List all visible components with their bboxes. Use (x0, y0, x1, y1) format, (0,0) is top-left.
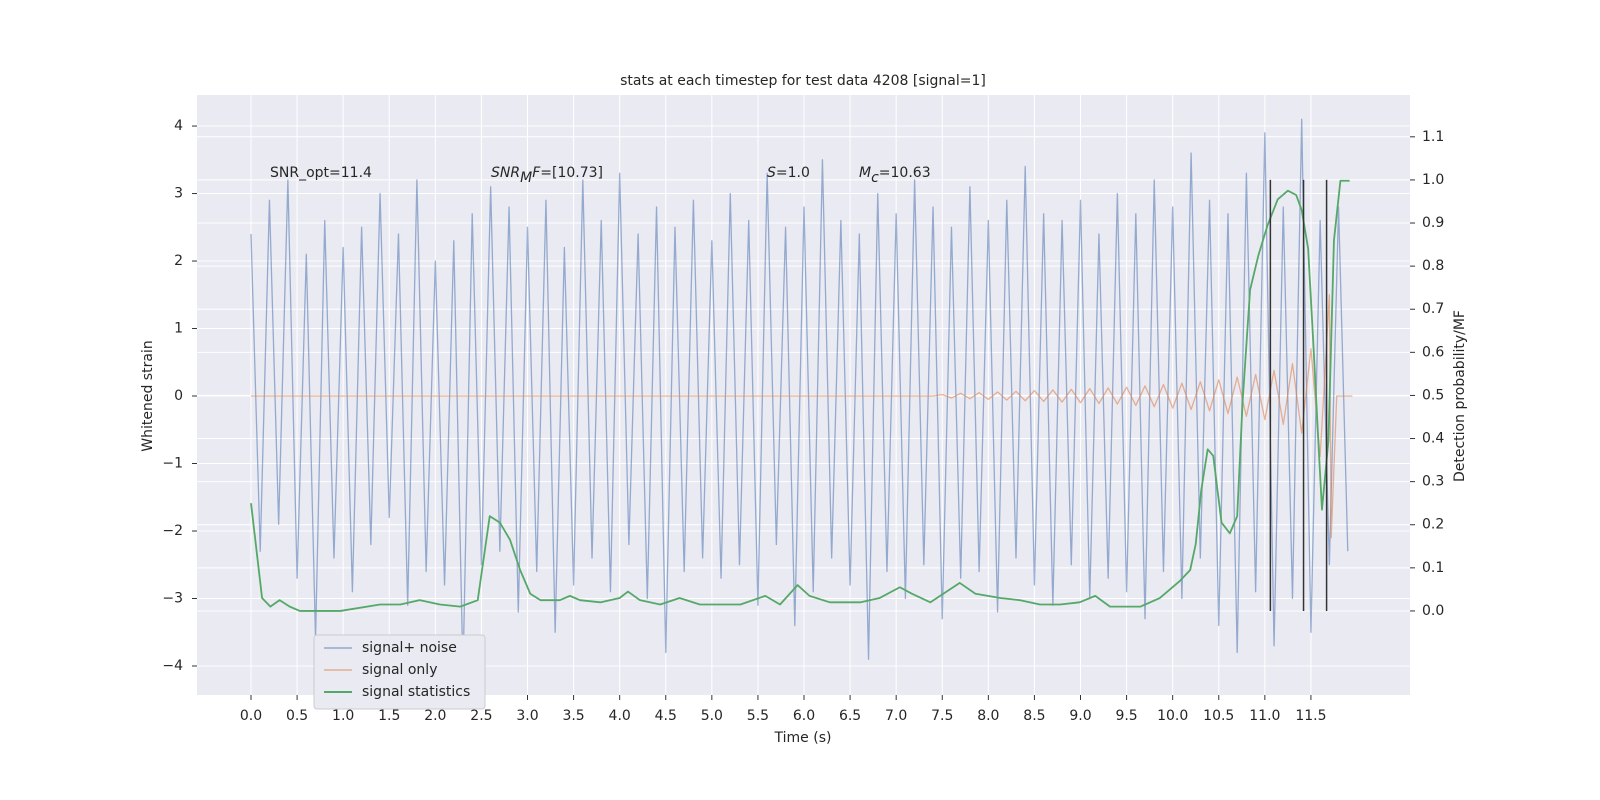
y-tick-label: −4 (162, 658, 183, 674)
legend-label: signal+ noise (362, 640, 457, 656)
y2-tick-label: 0.1 (1422, 560, 1444, 576)
annotation-part: =[10.73] (540, 165, 603, 181)
x-tick-label: 0.5 (286, 708, 308, 724)
x-tick-label: 7.5 (931, 708, 953, 724)
y2-tick-label: 0.4 (1422, 431, 1444, 447)
x-tick-label: 1.5 (378, 708, 400, 724)
annotation-part: F (532, 165, 541, 181)
x-tick-label: 4.0 (609, 708, 631, 724)
legend-label: signal only (362, 662, 437, 678)
series-line (251, 294, 1353, 539)
y-axis-label: Whitened strain (140, 340, 156, 451)
x-tick-label: 10.5 (1203, 708, 1234, 724)
x-tick-label: 10.0 (1157, 708, 1188, 724)
x-tick-label: 0.0 (240, 708, 262, 724)
x-tick-label: 7.0 (885, 708, 907, 724)
annotation: Mc=10.63 (859, 165, 931, 186)
annotation-part: M (520, 170, 532, 186)
y-tick-label: −3 (162, 590, 183, 606)
y2-tick-label: 0.3 (1422, 474, 1444, 490)
x-tick-label: 6.0 (793, 708, 815, 724)
x-tick-label: 1.0 (332, 708, 354, 724)
x-tick-label: 3.0 (516, 708, 538, 724)
annotation-part: M (859, 165, 871, 181)
x-tick-label: 6.5 (839, 708, 861, 724)
x-tick-label: 2.5 (470, 708, 492, 724)
x-tick-label: 3.5 (562, 708, 584, 724)
x-tick-label: 9.0 (1069, 708, 1091, 724)
annotation-part: c (871, 170, 879, 186)
x-tick-label: 11.0 (1249, 708, 1280, 724)
x-axis-label: Time (s) (774, 730, 832, 746)
y2-tick-label: 0.0 (1422, 603, 1444, 619)
chart-title: stats at each timestep for test data 420… (620, 73, 986, 89)
y2-tick-label: 1.1 (1422, 129, 1444, 145)
y-tick-label: 3 (174, 186, 183, 202)
y2-tick-label: 0.9 (1422, 215, 1444, 231)
y2-tick-label: 0.2 (1422, 517, 1444, 533)
annotation-part: =1.0 (776, 165, 810, 181)
annotation-part: =10.63 (879, 165, 931, 181)
y-tick-label: −2 (162, 523, 183, 539)
y2-tick-label: 0.7 (1422, 301, 1444, 317)
y-tick-label: 2 (174, 253, 183, 269)
y2-tick-label: 0.5 (1422, 387, 1444, 403)
y-tick-label: 1 (174, 321, 183, 337)
annotation: SNRMF=[10.73] (491, 165, 603, 186)
legend-label: signal statistics (362, 684, 470, 700)
y2-axis-label: Detection probability/MF (1452, 310, 1468, 482)
annotation-part: S (767, 165, 776, 181)
annotation: SNR_opt=11.4 (270, 165, 372, 181)
y2-tick-label: 0.6 (1422, 344, 1444, 360)
y2-tick-label: 1.0 (1422, 172, 1444, 188)
series-line (250, 179, 1350, 612)
x-tick-label: 2.0 (424, 708, 446, 724)
annotation: S=1.0 (767, 165, 810, 181)
x-tick-label: 9.5 (1115, 708, 1137, 724)
x-tick-label: 11.5 (1295, 708, 1326, 724)
x-tick-label: 8.0 (977, 708, 999, 724)
annotation-part: SNR_opt=11.4 (270, 165, 372, 181)
legend-box (313, 634, 486, 710)
annotation-part: SNR (491, 165, 520, 181)
y-tick-label: 4 (174, 118, 183, 134)
x-tick-label: 5.0 (701, 708, 723, 724)
y-tick-label: 0 (174, 388, 183, 404)
x-tick-label: 5.5 (747, 708, 769, 724)
x-tick-label: 8.5 (1023, 708, 1045, 724)
x-tick-label: 4.5 (655, 708, 677, 724)
series-line (250, 118, 1349, 674)
y2-tick-label: 0.8 (1422, 258, 1444, 274)
y-tick-label: −1 (162, 456, 183, 472)
